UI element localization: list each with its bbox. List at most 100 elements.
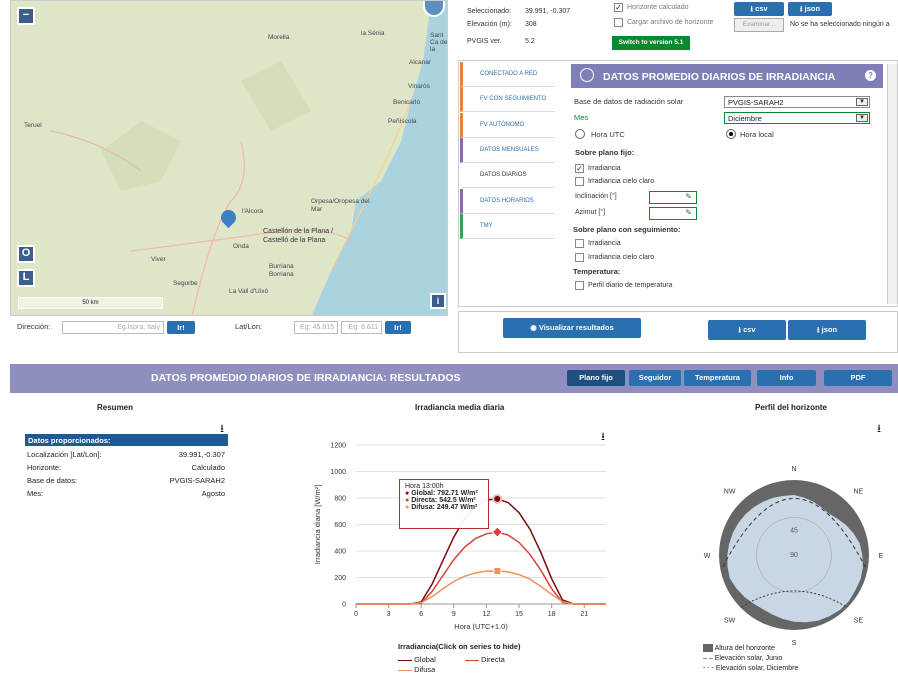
- y-tick-label: 400: [334, 549, 346, 556]
- map-terrain: [11, 1, 447, 315]
- x-tick-label: 21: [580, 611, 588, 618]
- y-tick-label: 1000: [330, 469, 346, 476]
- address-label: Dirección:: [17, 322, 51, 331]
- address-input[interactable]: Eg.Ispra, Italy: [62, 321, 164, 334]
- y-tick-label: 800: [334, 496, 346, 503]
- town-label: La Vall d'Uixó: [229, 288, 269, 295]
- hover-point: [491, 526, 504, 538]
- summary-value: Agosto: [201, 489, 225, 498]
- layers-icon[interactable]: [423, 1, 445, 17]
- town-label: la Sénia: [361, 30, 385, 37]
- tracking-clear-checkbox[interactable]: [575, 253, 584, 262]
- legend-title: Irradiancia(Click on series to hide): [398, 642, 521, 651]
- month-select[interactable]: Diciembre ▼: [724, 112, 870, 124]
- optimize-icon: ✎: [685, 208, 692, 217]
- results-tab-temperatura[interactable]: Temperatura: [684, 370, 751, 386]
- horizon-calculated-checkbox[interactable]: ✓: [614, 3, 623, 12]
- tab-fv-con-seguimiento[interactable]: FV CON SEGUIMIENTO: [460, 87, 555, 113]
- lat-input[interactable]: Eg: 45.815: [294, 321, 338, 334]
- json-button[interactable]: ⭳ json: [788, 320, 866, 340]
- lon-input[interactable]: Eg: 8.611: [341, 321, 382, 334]
- horizon-sky: [727, 495, 863, 623]
- inclination-input[interactable]: ✎: [649, 191, 697, 204]
- download-icon[interactable]: ⭳: [877, 423, 881, 435]
- tab-datos-horarios[interactable]: DATOS HORARIOS: [460, 188, 555, 214]
- visualize-label: Visualizar resultados: [538, 323, 614, 332]
- db-select[interactable]: PVGIS-SARAH2 ▼: [724, 96, 870, 108]
- tab-tmy[interactable]: TMY: [460, 213, 555, 239]
- browse-button[interactable]: Examinar...: [734, 18, 784, 32]
- horizon-csv-button[interactable]: ⭳ csv: [734, 2, 784, 16]
- zoom-out-button[interactable]: −: [17, 7, 35, 25]
- chart-title: Irradiancia media diaria: [415, 403, 505, 412]
- db-label: Base de datos de radiación solar: [574, 97, 684, 106]
- csv-label: csv: [743, 325, 756, 334]
- form-header: DATOS PROMEDIO DIARIOS DE IRRADIANCIA ?: [571, 64, 883, 88]
- utc-radio[interactable]: [575, 129, 585, 139]
- azimuth-input[interactable]: ✎: [649, 207, 697, 220]
- results-tab-seguidor[interactable]: Seguidor: [629, 370, 681, 386]
- horizon-upload-checkbox[interactable]: [614, 18, 623, 27]
- chart-tooltip: Hora 13:00h ● Global: 792.71 W/m² ● Dire…: [399, 479, 489, 529]
- results-tab-pdf[interactable]: PDF: [824, 370, 892, 386]
- horizon-json-button[interactable]: ⭳ json: [788, 2, 832, 16]
- summary-key: Mes:: [27, 489, 44, 498]
- tracking-irradiance-checkbox[interactable]: [575, 239, 584, 248]
- clear-sky-checkbox[interactable]: [575, 177, 584, 186]
- tab-datos-mensuales[interactable]: DATOS MENSUALES: [460, 137, 555, 163]
- summary-key: Horizonte:: [27, 463, 62, 472]
- latlon-go-button[interactable]: Ir!: [385, 321, 411, 334]
- town-label: Onda: [233, 243, 249, 250]
- results-tab-info[interactable]: Info: [757, 370, 816, 386]
- month-value: Diciembre: [728, 114, 762, 123]
- form-title: DATOS PROMEDIO DIARIOS DE IRRADIANCIA: [603, 71, 836, 83]
- tooltip-direct: Directa: 542.5 W/m²: [411, 497, 476, 504]
- irradiance-checkbox[interactable]: ✓: [575, 164, 584, 173]
- town-label: Sant Ca de la: [430, 32, 448, 53]
- horizon-upload-label: Cargar archivo de horizonte: [627, 19, 714, 26]
- tracking-clear-label: Irradiancia cielo claro: [588, 254, 655, 261]
- temperature-heading: Temperatura:: [573, 267, 621, 276]
- map-info-button[interactable]: i: [430, 293, 446, 309]
- form-scrollbar[interactable]: [887, 64, 897, 304]
- legend-label: Global: [414, 655, 436, 664]
- ring-label: 45: [790, 528, 798, 535]
- series-line-directa[interactable]: [356, 531, 606, 605]
- map[interactable]: − O L i 50 km Morella la Sénia Sant Ca d…: [10, 0, 448, 316]
- legend-label: Difusa: [414, 665, 436, 674]
- legend-global[interactable]: Global: [398, 655, 436, 664]
- horizon-title: Perfil del horizonte: [755, 403, 828, 412]
- optimize-icon: ✎: [685, 192, 692, 201]
- local-radio[interactable]: [726, 129, 736, 139]
- legend-direct[interactable]: Directa: [465, 655, 505, 664]
- hover-point: [492, 493, 503, 504]
- map-l-button[interactable]: L: [17, 269, 35, 287]
- download-icon[interactable]: ⭳: [220, 423, 224, 435]
- switch-version-button[interactable]: Switch to version 5.1: [612, 36, 690, 50]
- temperature-checkbox[interactable]: [575, 281, 584, 290]
- map-o-button[interactable]: O: [17, 245, 35, 263]
- csv-label: csv: [755, 4, 768, 13]
- series-line-difusa[interactable]: [356, 570, 606, 605]
- tab-fv-autónomo[interactable]: FV AUTÓNOMO: [460, 112, 555, 138]
- visualize-button[interactable]: ◉ Visualizar resultados: [503, 318, 641, 338]
- summary-key: Base de datos:: [27, 476, 78, 485]
- tab-datos-diarios[interactable]: DATOS DIARIOS: [460, 163, 555, 189]
- help-icon[interactable]: ?: [865, 70, 876, 81]
- legend-diffuse[interactable]: Difusa: [398, 665, 435, 674]
- address-go-button[interactable]: Ir!: [167, 321, 195, 334]
- fixed-heading: Sobre plano fijo:: [575, 148, 635, 157]
- json-label: json: [821, 325, 838, 334]
- csv-button[interactable]: ⭳ csv: [708, 320, 786, 340]
- direction-label: E: [879, 553, 884, 560]
- irradiance-label: Irradiancia: [588, 165, 621, 172]
- horizon-legend-december: - - - Elevación solar, Diciembre: [703, 665, 799, 672]
- legend-label: Directa: [481, 655, 505, 664]
- x-tick-label: 15: [515, 611, 523, 618]
- download-icon[interactable]: ⭳: [601, 431, 605, 443]
- db-value: PVGIS-SARAH2: [728, 98, 784, 107]
- tab-conectado-a-red[interactable]: CONECTADO A RED: [460, 62, 555, 87]
- irradiance-chart[interactable]: 0 200 400 600 800 1000 1200 0 3 6 9 12 15 18 21 Hora (U…: [300, 430, 620, 677]
- results-tab-plano fijo[interactable]: Plano fijo: [567, 370, 625, 386]
- horizon-calculated-label: Horizonte calculado: [627, 4, 689, 11]
